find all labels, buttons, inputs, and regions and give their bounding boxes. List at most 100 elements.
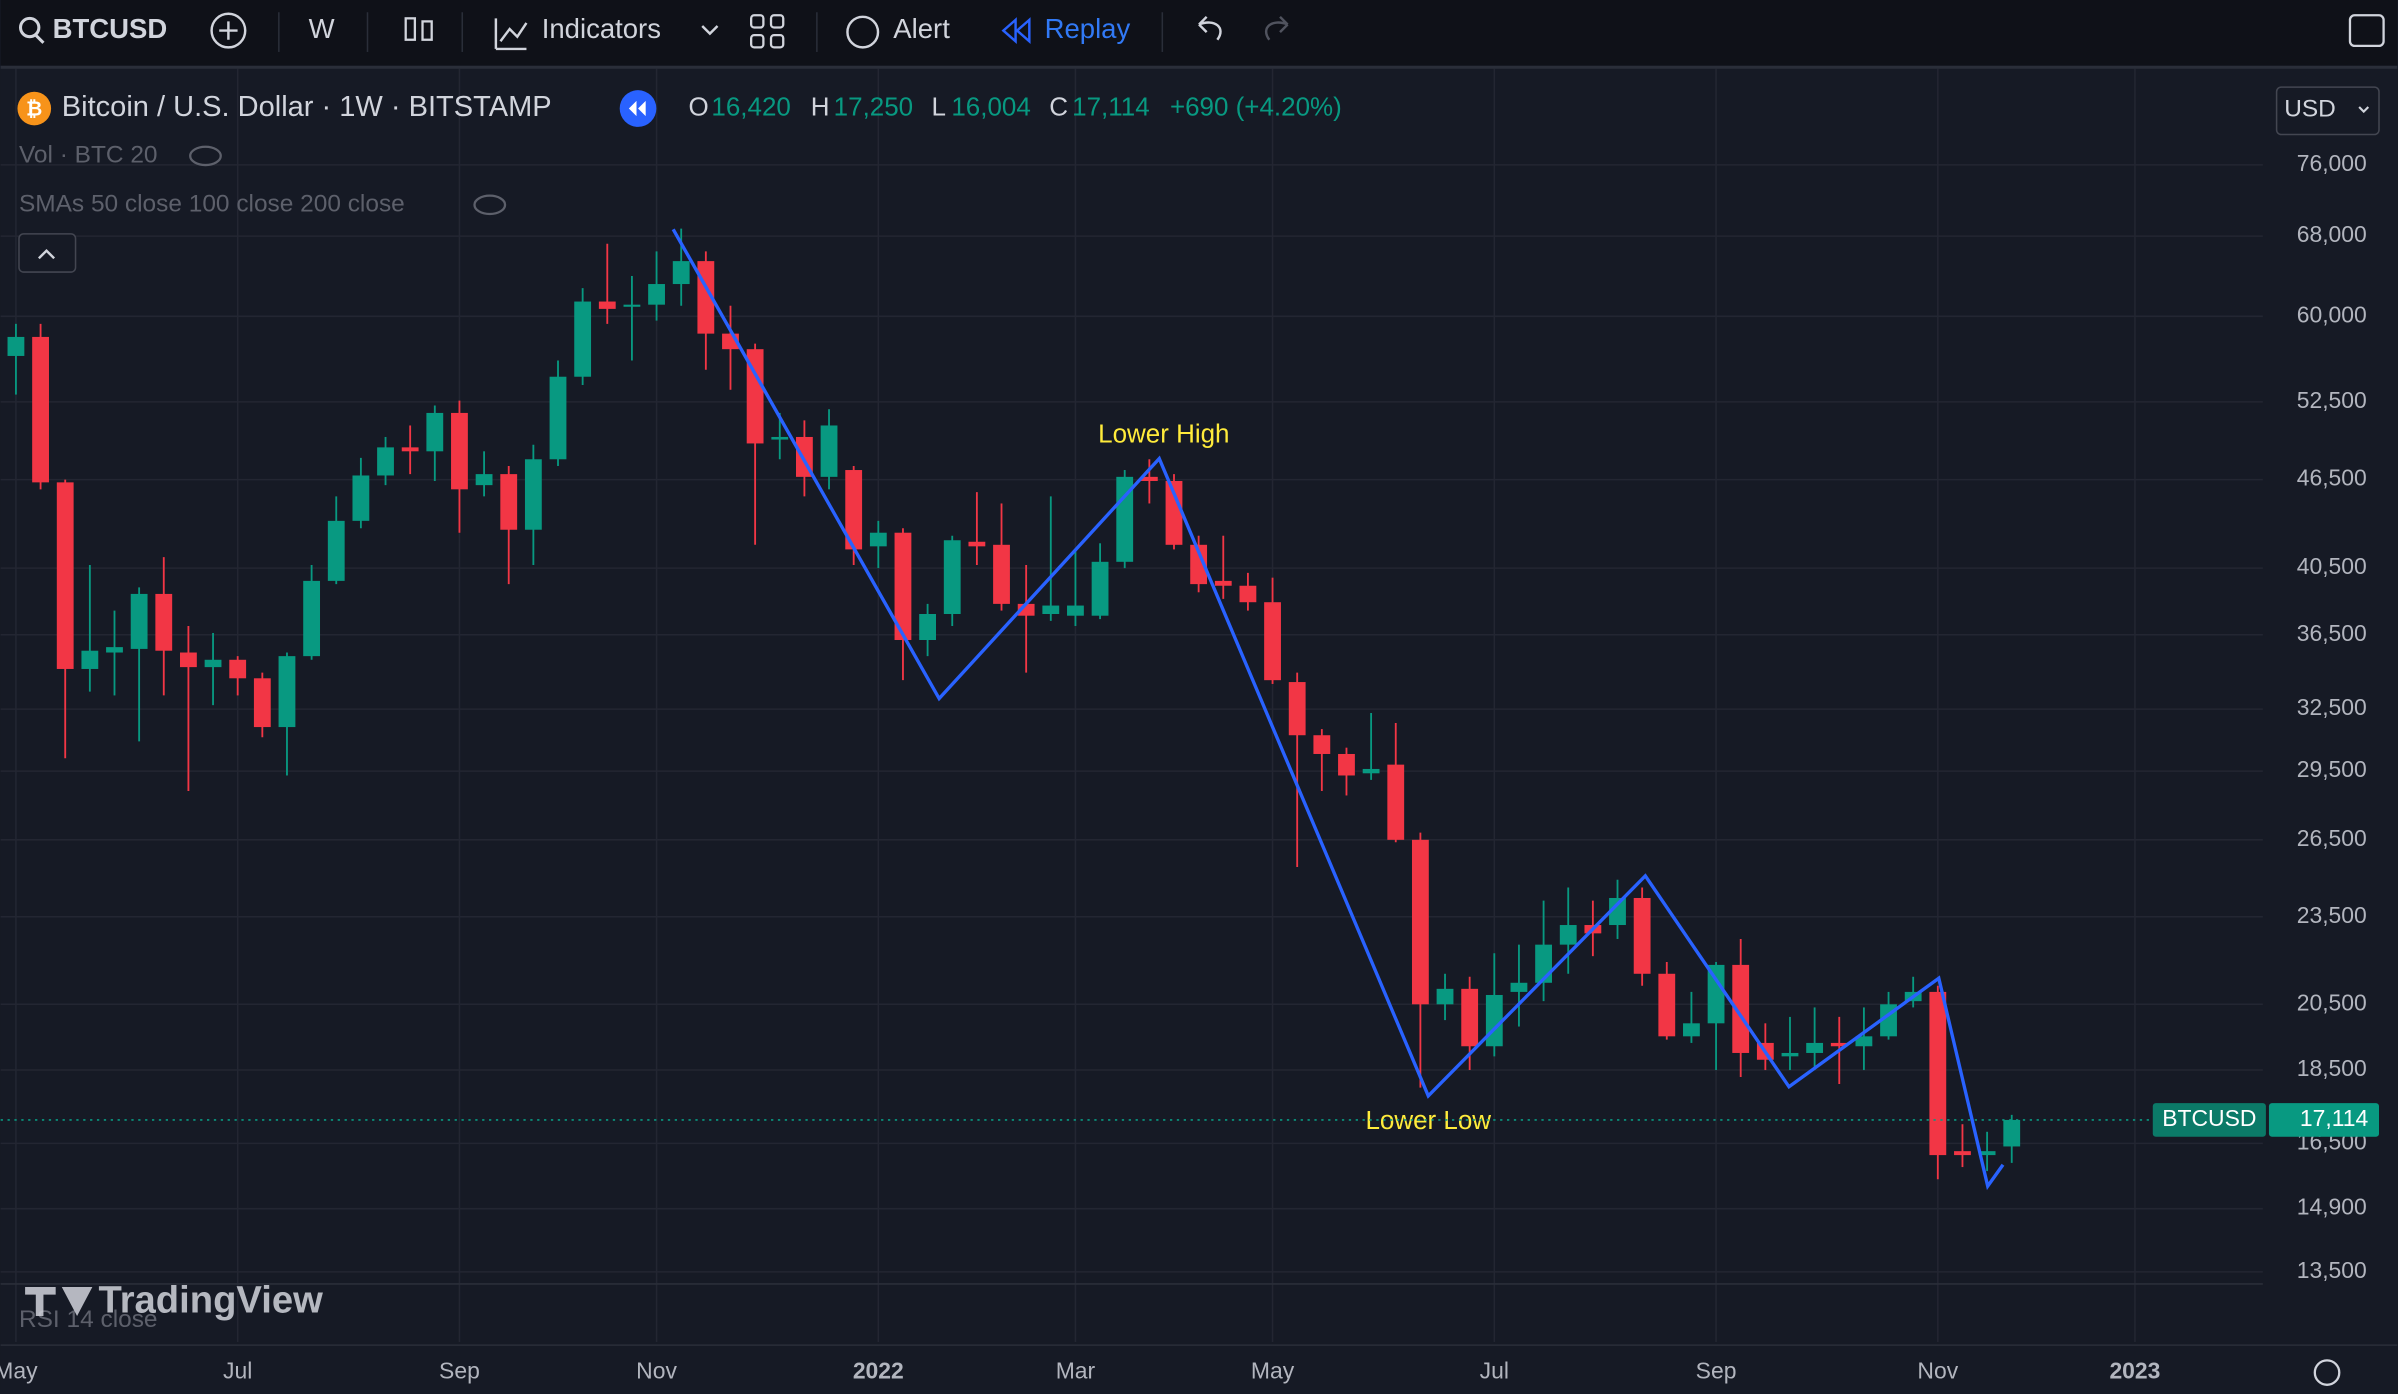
candle-body xyxy=(1559,925,1577,945)
candle-body xyxy=(524,459,542,530)
candle-body xyxy=(377,447,394,476)
price-tag xyxy=(2268,1103,2380,1137)
undo-button[interactable] xyxy=(1198,15,1222,41)
x-tick-label: Mar xyxy=(1056,1358,1096,1384)
candle-body xyxy=(1485,994,1503,1047)
fullscreen-button[interactable] xyxy=(2348,14,2385,48)
ohlc-value: 16,420 xyxy=(711,91,790,121)
candle-body xyxy=(1214,580,1232,586)
overlay-layer: 76,000 68,000 60,000 52,500 46,500 40,500 36,5… xyxy=(0,150,2380,1384)
chart-type-button[interactable] xyxy=(404,17,433,41)
candle-body xyxy=(1017,603,1035,616)
settings-button[interactable] xyxy=(2313,1359,2341,1386)
sma-indicator[interactable]: SMAs 50 close 100 close 200 close xyxy=(19,190,405,217)
grid-layer xyxy=(0,68,2263,1343)
candle-body xyxy=(1806,1042,1824,1053)
icon xyxy=(769,34,785,49)
currency[interactable]: USD xyxy=(2284,96,2336,123)
replay-icon xyxy=(1001,17,1031,44)
candle-body xyxy=(623,304,641,307)
candle-body xyxy=(1264,602,1281,681)
candle-body xyxy=(1239,585,1257,603)
search-icon xyxy=(34,34,45,44)
alert-icon xyxy=(846,15,880,49)
x-tick-label: Nov xyxy=(1917,1358,1958,1384)
candle-body xyxy=(943,540,961,614)
candle-body xyxy=(7,336,25,356)
candle-body xyxy=(229,659,247,679)
toolbar xyxy=(0,0,2398,66)
replay-indicator-icon xyxy=(628,100,646,117)
candle-body xyxy=(1387,764,1405,840)
y-tick-label: 36,500 xyxy=(2297,620,2367,646)
replay-button[interactable]: Replay xyxy=(1045,13,1131,44)
candle-body xyxy=(180,652,197,668)
candle-body xyxy=(1732,964,1750,1053)
y-tick-label: 18,500 xyxy=(2297,1055,2367,1081)
candle-body xyxy=(869,532,887,547)
hidden-icon[interactable] xyxy=(189,145,222,167)
candle-body xyxy=(451,412,468,490)
candle-body xyxy=(549,376,567,460)
candle-body xyxy=(1954,1151,1971,1156)
ohlc-value: 16,004 xyxy=(951,91,1030,121)
layouts-button[interactable] xyxy=(750,14,785,49)
ohlc-label: C xyxy=(1049,91,1068,121)
volume-indicator[interactable]: Vol · BTC 20 xyxy=(19,141,158,168)
candle-body xyxy=(1633,897,1651,974)
candle-body xyxy=(1165,480,1183,545)
y-tick-label: 52,500 xyxy=(2297,387,2367,413)
dropdown-icon[interactable] xyxy=(701,25,719,36)
candle-body xyxy=(820,425,838,477)
add-symbol-button[interactable] xyxy=(210,12,247,49)
candle-body xyxy=(1313,735,1331,754)
interval-button[interactable]: W xyxy=(309,13,335,44)
alert-button[interactable]: Alert xyxy=(893,13,950,44)
hidden-icon[interactable] xyxy=(473,194,507,216)
ohlc-label: O xyxy=(688,91,708,121)
icon xyxy=(421,20,433,41)
candle-body xyxy=(32,336,49,483)
candle-body xyxy=(1683,1023,1700,1037)
candle-body xyxy=(1288,682,1306,736)
indicators-button[interactable]: Indicators xyxy=(542,13,661,44)
candle-body xyxy=(106,647,123,653)
bitcoin-icon xyxy=(17,91,52,126)
ohlc-label: H xyxy=(811,91,830,121)
icon xyxy=(750,34,765,49)
add-icon xyxy=(219,21,238,40)
x-tick-label: May xyxy=(0,1358,38,1384)
symbol[interactable]: BTCUSD xyxy=(53,13,168,44)
candle-body xyxy=(1116,476,1134,562)
candle-body xyxy=(1830,1042,1848,1047)
icon xyxy=(750,14,765,29)
candle-body xyxy=(746,349,764,444)
y-tick-label: 23,500 xyxy=(2297,902,2367,928)
candle-body xyxy=(894,532,912,641)
candle-body xyxy=(1067,605,1084,616)
change: +690 (+4.20%) xyxy=(1170,91,1342,121)
candle-body xyxy=(1362,768,1380,774)
candle-body xyxy=(475,474,493,486)
icon xyxy=(769,14,785,29)
symbol-title: Bitcoin / U.S. Dollar · 1W · BITSTAMP xyxy=(62,91,552,123)
candle-body xyxy=(1436,988,1454,1005)
candle-body xyxy=(845,470,863,550)
zigzag-drawing[interactable] xyxy=(671,228,2005,1191)
x-tick-label: May xyxy=(1251,1358,1295,1384)
x-tick-label: 2023 xyxy=(2109,1358,2160,1384)
candle-body xyxy=(204,659,222,668)
bitcoin-icon-glyph: ₿ xyxy=(26,98,42,120)
x-tick-label: 2022 xyxy=(853,1358,904,1384)
currency-select[interactable] xyxy=(2275,86,2380,136)
redo-button[interactable] xyxy=(1264,15,1289,41)
candle-body xyxy=(352,475,370,521)
symbol-search[interactable]: BTCUSD xyxy=(18,13,168,44)
y-tick-label: 68,000 xyxy=(2297,221,2367,247)
candle-body xyxy=(993,544,1010,604)
candle-body xyxy=(81,650,99,669)
x-tick-label: Nov xyxy=(636,1358,677,1384)
candle-body xyxy=(253,678,271,728)
y-tick-label: 76,000 xyxy=(2297,150,2367,176)
candle-body xyxy=(1658,973,1676,1037)
